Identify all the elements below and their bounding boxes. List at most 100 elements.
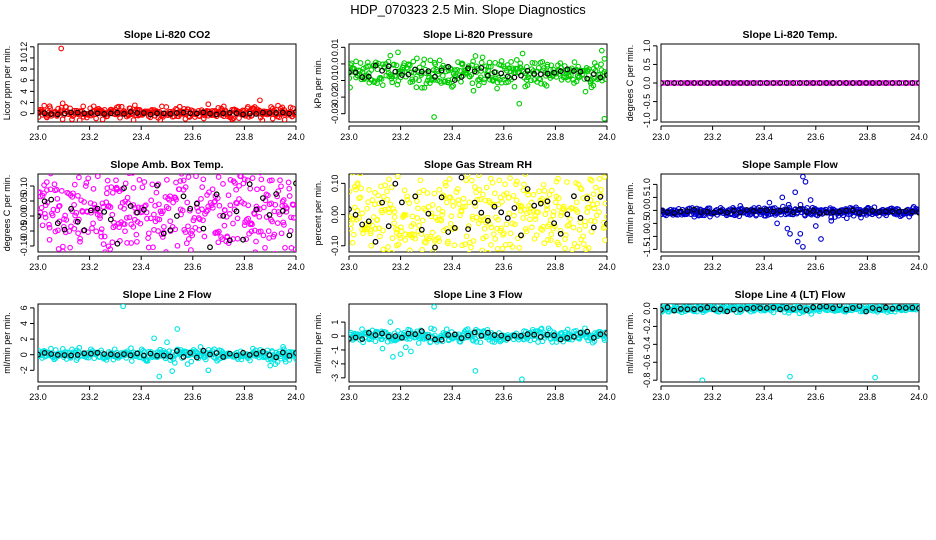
summary-point <box>352 69 359 76</box>
data-point <box>286 185 293 192</box>
data-point <box>201 233 208 240</box>
summary-point <box>797 206 803 213</box>
data-point <box>372 258 377 263</box>
summary-point <box>127 109 134 115</box>
summary-point <box>717 306 724 313</box>
plot-frame <box>348 303 608 383</box>
data-point <box>428 77 435 83</box>
panel-9: Slope Line 4 (LT) Flow ml/min per min. 23.… <box>625 289 928 402</box>
y-tick-label: 0 <box>19 352 29 357</box>
data-point <box>410 221 417 227</box>
data-point <box>539 58 546 65</box>
data-point <box>135 204 142 211</box>
summary-point <box>590 224 597 231</box>
data-point <box>416 222 422 229</box>
summary-point <box>94 110 101 117</box>
points-layer <box>349 47 607 122</box>
data-point <box>234 235 241 242</box>
data-point <box>258 176 265 183</box>
data-point <box>580 268 585 273</box>
data-point <box>585 245 592 251</box>
y-tick-label: -3 <box>330 374 340 382</box>
y-tick-label: -0.03 <box>330 103 340 124</box>
summary-point <box>233 208 240 215</box>
summary-point <box>61 226 68 233</box>
summary-point <box>744 207 750 213</box>
data-point <box>514 178 520 185</box>
data-point <box>269 218 275 225</box>
data-point <box>456 201 462 207</box>
data-point <box>446 79 452 86</box>
data-point <box>77 238 83 245</box>
data-point <box>442 180 449 186</box>
data-point <box>200 217 206 224</box>
summary-point <box>836 80 843 86</box>
data-point <box>87 200 94 206</box>
data-point <box>387 201 394 208</box>
panel-6: Slope Sample Flow ml/min per min. 23.0 23.2… <box>625 159 928 272</box>
summary-point <box>451 77 458 83</box>
data-point <box>488 224 495 231</box>
data-point <box>372 338 379 345</box>
data-point <box>204 276 209 281</box>
summary-point <box>438 67 445 74</box>
data-point <box>103 199 110 206</box>
x-tick-label: 23.8 <box>236 262 254 272</box>
data-point <box>99 116 106 122</box>
x-tick-label: 23.8 <box>547 132 565 142</box>
data-point <box>189 227 195 234</box>
summary-point <box>823 209 830 216</box>
data-point <box>395 174 401 180</box>
data-point <box>491 190 498 197</box>
data-point <box>407 247 413 252</box>
data-point <box>182 229 189 235</box>
summary-point <box>803 80 810 86</box>
summary-point <box>438 336 445 343</box>
data-point <box>603 70 607 76</box>
data-point <box>479 247 486 252</box>
summary-point <box>87 207 94 214</box>
data-point <box>278 230 285 237</box>
data-point <box>153 189 160 196</box>
data-point <box>159 103 165 110</box>
summary-point <box>823 304 830 310</box>
data-point <box>233 186 239 193</box>
data-point <box>533 232 540 239</box>
summary-point <box>38 213 41 220</box>
data-point <box>544 203 550 209</box>
data-point <box>464 174 471 178</box>
y-axis-label: percent per min. <box>313 180 323 245</box>
data-point <box>581 76 588 82</box>
summary-point <box>293 180 296 187</box>
data-point <box>434 217 441 223</box>
data-point <box>560 166 565 171</box>
summary-point <box>48 351 55 357</box>
summary-point <box>207 244 213 251</box>
x-tick-label: 23.0 <box>340 132 358 142</box>
outlier-point <box>272 361 279 367</box>
summary-point <box>671 307 678 314</box>
summary-point <box>551 220 557 227</box>
data-point <box>388 184 395 191</box>
summary-point <box>876 209 883 215</box>
data-point <box>424 190 431 196</box>
panel-title: Slope Li-820 Temp. <box>743 29 838 41</box>
data-point <box>162 255 167 260</box>
x-tick-label: 23.4 <box>132 262 150 272</box>
data-point <box>360 339 366 346</box>
data-point <box>93 115 99 122</box>
data-point <box>470 87 477 94</box>
data-point <box>375 192 381 199</box>
y-axis-label: degrees C per min. <box>2 175 12 252</box>
data-point <box>148 197 155 204</box>
data-point <box>598 186 604 193</box>
data-point <box>116 224 122 230</box>
summary-point <box>744 305 750 312</box>
data-point <box>435 206 442 212</box>
summary-point <box>412 66 419 73</box>
data-point <box>229 257 234 262</box>
x-tick-label: 23.8 <box>859 132 877 142</box>
data-point <box>219 174 223 175</box>
y-tick-label: 4 <box>19 89 29 94</box>
plot-frame <box>348 43 608 123</box>
